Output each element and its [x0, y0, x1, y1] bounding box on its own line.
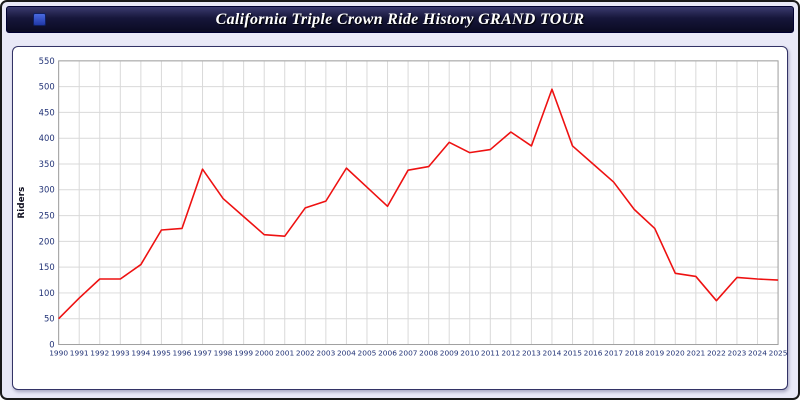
y-tick-label: 0: [49, 340, 54, 350]
x-tick-label: 1997: [193, 348, 212, 357]
x-tick-label: 2000: [255, 348, 274, 357]
y-tick-label: 150: [39, 262, 55, 272]
y-tick-label: 200: [39, 236, 55, 246]
x-tick-label: 2016: [584, 348, 603, 357]
x-tick-label: 1995: [152, 348, 171, 357]
y-tick-label: 400: [39, 133, 55, 143]
x-tick-label: 2002: [296, 348, 315, 357]
titlebar: California Triple Crown Ride History GRA…: [6, 6, 794, 33]
x-tick-label: 2024: [748, 348, 767, 357]
x-tick-label: 2023: [728, 348, 747, 357]
x-tick-label: 1992: [90, 348, 109, 357]
x-tick-label: 1999: [234, 348, 253, 357]
x-tick-label: 2004: [337, 348, 356, 357]
x-tick-label: 2005: [358, 348, 377, 357]
x-tick-label: 2015: [563, 348, 582, 357]
y-tick-label: 450: [39, 107, 55, 117]
x-tick-label: 2018: [625, 348, 644, 357]
x-tick-label: 1998: [214, 348, 233, 357]
x-tick-label: 2007: [399, 348, 418, 357]
chart-panel: 0 50 100 150 200 250 300 350 400 450 500 550 1990 199…: [12, 46, 788, 390]
x-tick-label: 2011: [481, 348, 500, 357]
y-tick-label: 550: [39, 56, 55, 66]
x-tick-label: 1991: [70, 348, 89, 357]
y-tick-label: 50: [44, 314, 55, 324]
x-tick-label: 2025: [769, 348, 787, 357]
x-tick-label: 2022: [707, 348, 726, 357]
x-tick-label: 2020: [666, 348, 685, 357]
window-title: California Triple Crown Ride History GRA…: [215, 10, 585, 28]
y-axis-label: Riders: [17, 187, 27, 219]
x-tick-label: 2008: [419, 348, 438, 357]
x-tick-label: 1993: [111, 348, 130, 357]
x-tick-label: 2019: [645, 348, 664, 357]
x-tick-label: 2010: [460, 348, 479, 357]
x-tick-label: 2001: [275, 348, 294, 357]
x-tick-label: 2009: [440, 348, 459, 357]
y-tick-label: 500: [39, 82, 55, 92]
x-tick-label: 2021: [686, 348, 705, 357]
y-tick-label: 100: [39, 288, 55, 298]
x-tick-label: 2017: [604, 348, 623, 357]
x-tick-label: 2012: [501, 348, 520, 357]
x-tick-label: 1994: [131, 348, 150, 357]
x-tick-label: 1990: [49, 348, 68, 357]
y-tick-label: 250: [39, 211, 55, 221]
y-tick-label: 300: [39, 185, 55, 195]
x-tick-label: 1996: [173, 348, 192, 357]
x-tick-label: 2003: [316, 348, 335, 357]
riders-series-line: [58, 88, 779, 320]
y-tick-label: 350: [39, 159, 55, 169]
x-tick-label: 2014: [543, 348, 562, 357]
window-icon: [33, 13, 46, 26]
x-tick-label: 2013: [522, 348, 541, 357]
x-tick-label: 2006: [378, 348, 397, 357]
